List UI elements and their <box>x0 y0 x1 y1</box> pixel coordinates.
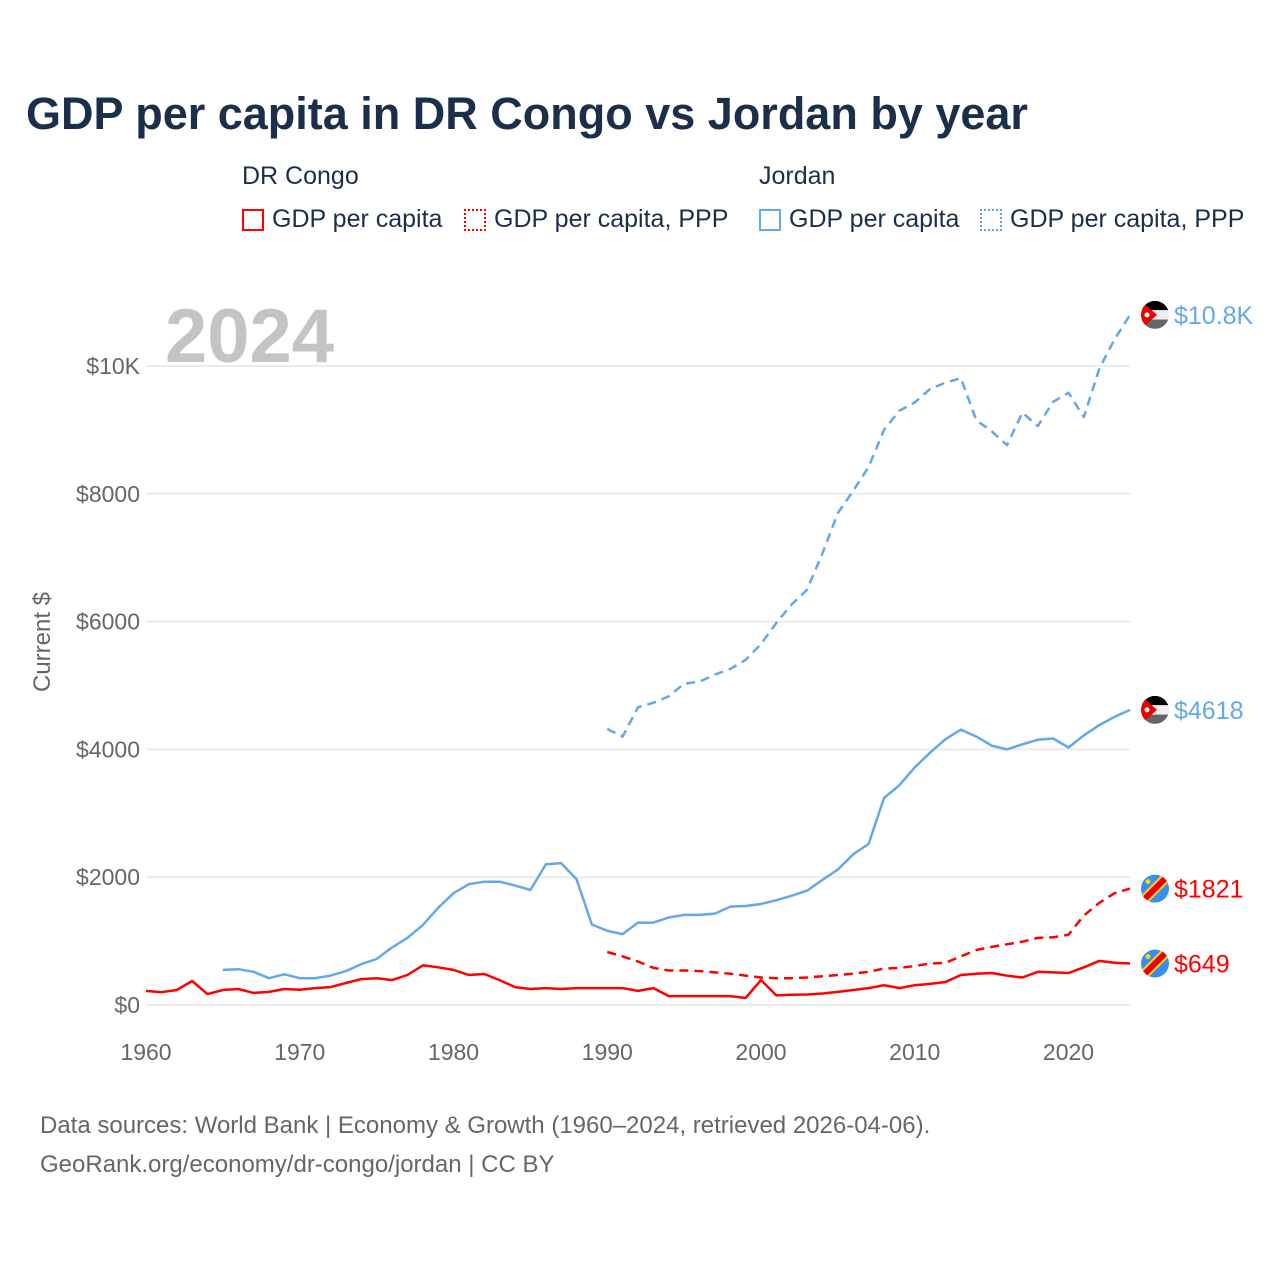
drcongo-flag-icon <box>1141 949 1169 978</box>
x-tick-label: 2000 <box>735 1039 786 1065</box>
x-tick-label: 1980 <box>428 1039 479 1065</box>
legend-group-jordan: Jordan <box>759 162 836 190</box>
series-line-jordan-gdp <box>222 708 1131 980</box>
jordan-flag-icon <box>1141 300 1169 329</box>
legend-label: GDP per capita, PPP <box>1010 205 1245 233</box>
legend-swatch-solid <box>759 208 781 231</box>
chart-title: GDP per capita in DR Congo vs Jordan by … <box>26 88 1028 139</box>
legend-item-jordan-ppp[interactable]: GDP per capita, PPP <box>980 205 1244 234</box>
x-tick-label: 2010 <box>889 1039 940 1065</box>
legend-group-drcongo: DR Congo <box>242 162 359 190</box>
end-value-label: $4618 <box>1174 697 1244 725</box>
legend-item-drcongo-gdp[interactable]: GDP per capita <box>242 205 442 234</box>
footer: Data sources: World Bank | Economy & Gro… <box>40 1106 930 1184</box>
legend-label: GDP per capita <box>789 205 960 233</box>
series-line-drcongo-gdp <box>145 959 1131 1000</box>
y-tick-label: $8000 <box>76 481 140 507</box>
legend-swatch-dotted <box>980 208 1002 231</box>
y-tick-label: $2000 <box>76 864 140 890</box>
y-axis-label: Current $ <box>29 592 56 692</box>
end-value-label: $1821 <box>1174 876 1244 904</box>
legend-label: GDP per capita, PPP <box>494 205 729 233</box>
drcongo-flag-icon <box>1141 874 1169 903</box>
year-watermark: 2024 <box>165 294 334 379</box>
jordan-flag-icon <box>1141 695 1169 724</box>
y-tick-label: $0 <box>114 992 140 1018</box>
series-line-jordan-ppp <box>606 314 1132 738</box>
x-tick-label: 1990 <box>582 1039 633 1065</box>
legend-item-jordan-gdp[interactable]: GDP per capita <box>759 205 959 234</box>
legend-swatch-solid <box>242 208 264 231</box>
legend-swatch-dotted <box>464 208 486 231</box>
x-tick-label: 1960 <box>120 1039 171 1065</box>
y-tick-label: $4000 <box>76 736 140 762</box>
legend-item-drcongo-ppp[interactable]: GDP per capita, PPP <box>464 205 728 234</box>
end-value-label: $10.8K <box>1174 302 1254 330</box>
footer-attribution[interactable]: GeoRank.org/economy/dr-congo/jordan | CC… <box>40 1151 555 1178</box>
y-tick-label: $6000 <box>76 609 140 635</box>
footer-sources: Data sources: World Bank | Economy & Gro… <box>40 1112 931 1139</box>
x-tick-label: 1970 <box>274 1039 325 1065</box>
series-line-drcongo-ppp <box>606 887 1131 980</box>
y-tick-label: $10K <box>86 353 140 379</box>
end-value-label: $649 <box>1174 951 1230 979</box>
x-tick-label: 2020 <box>1043 1039 1094 1065</box>
legend-label: GDP per capita <box>272 205 443 233</box>
